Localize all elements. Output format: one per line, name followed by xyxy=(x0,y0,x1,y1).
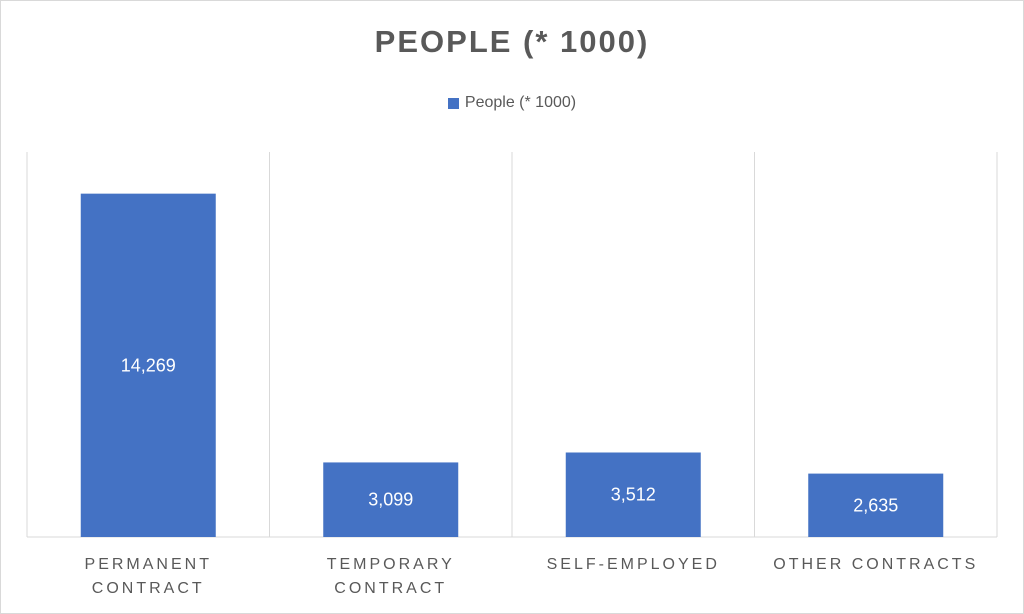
category-label: PERMANENT xyxy=(85,556,212,573)
category-label: CONTRACT xyxy=(334,580,447,597)
chart-title: PEOPLE (* 1000) xyxy=(374,24,650,59)
category-label: CONTRACT xyxy=(92,580,205,597)
bar xyxy=(808,473,944,537)
bar xyxy=(323,462,459,537)
data-label: 3,099 xyxy=(368,490,413,510)
data-label: 14,269 xyxy=(121,355,176,375)
legend: People (* 1000) xyxy=(0,94,1024,112)
bar xyxy=(80,193,216,537)
category-label: OTHER CONTRACTS xyxy=(773,556,978,573)
data-label: 2,635 xyxy=(853,495,898,515)
legend-swatch xyxy=(447,97,459,109)
category-label: SELF-EMPLOYED xyxy=(547,556,720,573)
data-label: 3,512 xyxy=(611,485,656,505)
legend-label: People (* 1000) xyxy=(464,94,577,111)
category-label: TEMPORARY xyxy=(327,556,455,573)
bar xyxy=(565,452,701,537)
